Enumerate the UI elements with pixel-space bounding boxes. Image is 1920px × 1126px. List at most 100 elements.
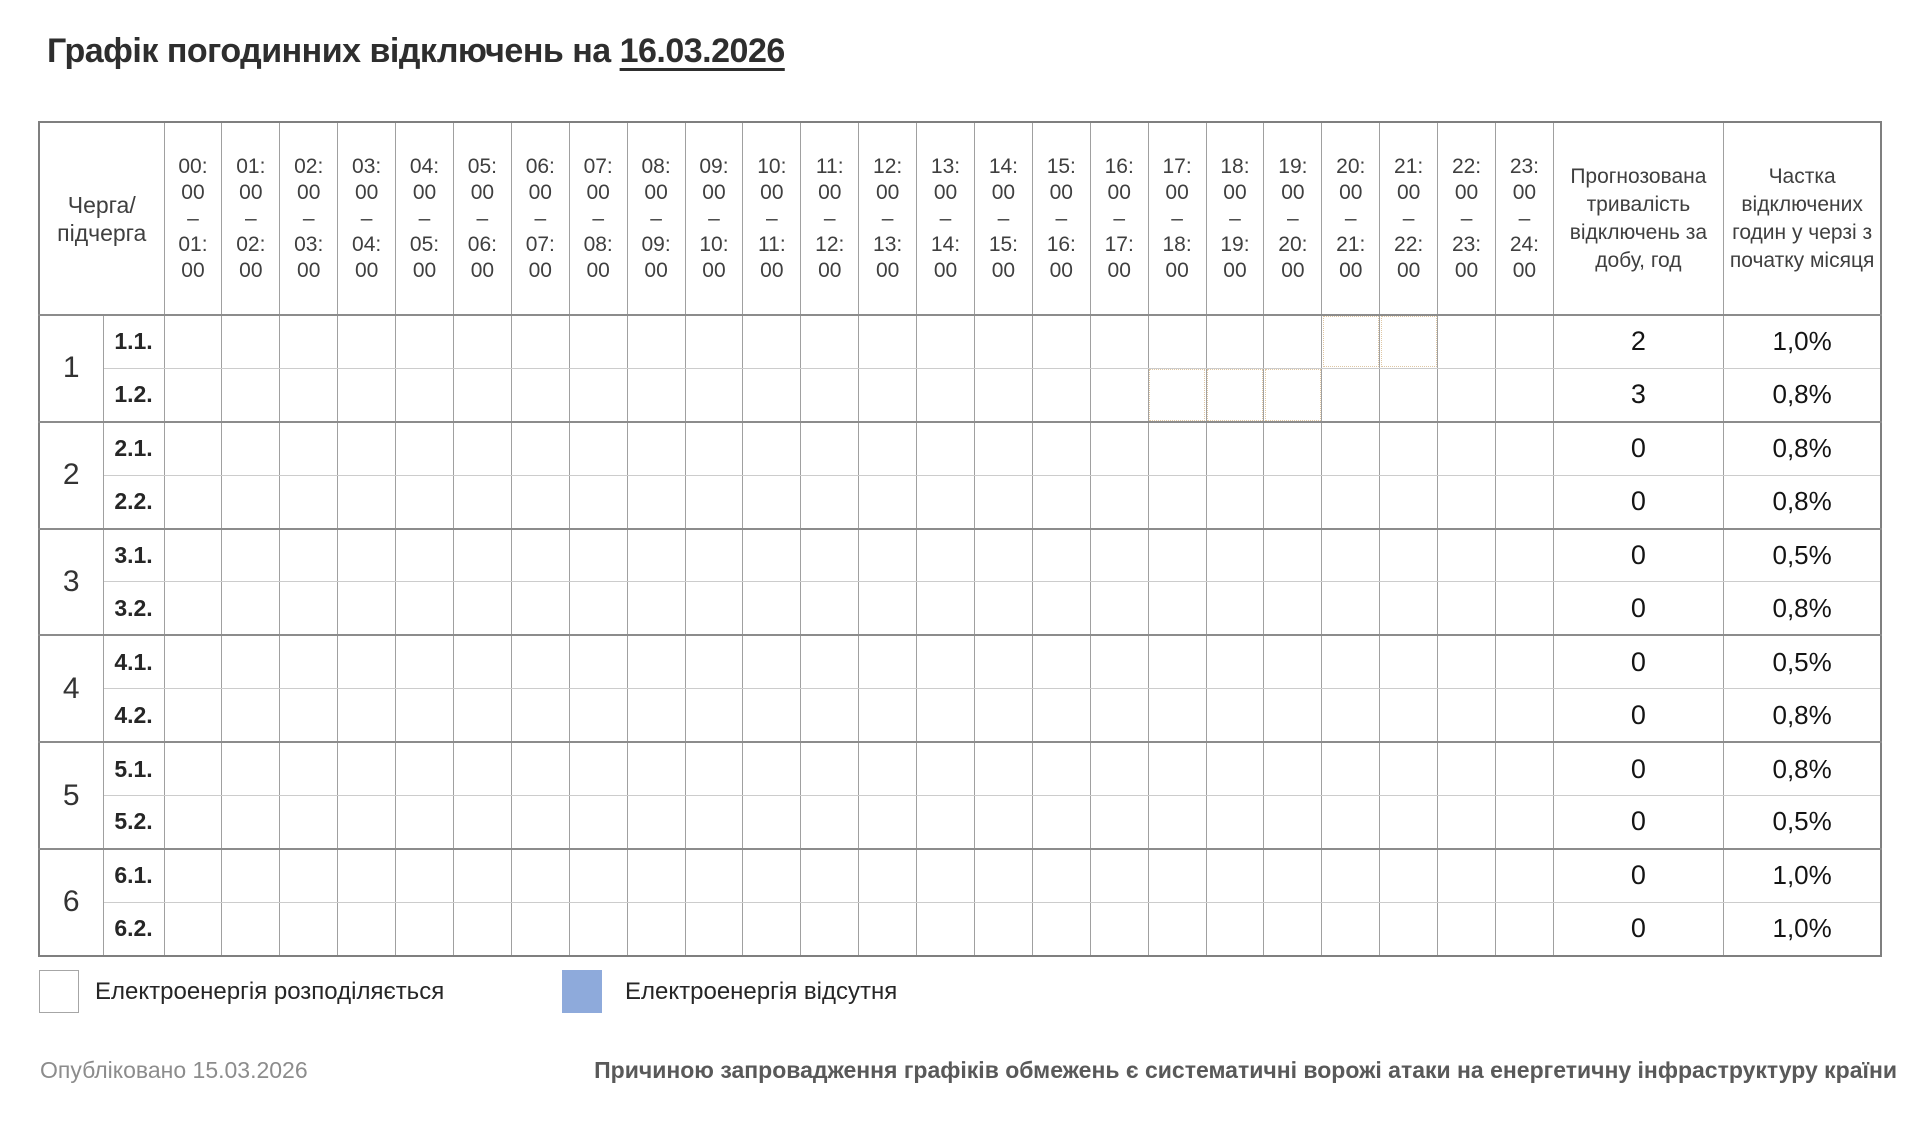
schedule-cell [858,688,918,743]
schedule-cell [568,581,628,636]
schedule-cell [800,634,860,690]
subqueue-label: 1.1. [102,313,165,369]
schedule-cell [452,474,512,530]
schedule-cell [1321,420,1381,476]
schedule-cell [1147,313,1207,369]
schedule-cell [1321,367,1381,423]
schedule-cell [510,367,570,423]
subqueue-label: 3.2. [102,581,165,636]
schedule-cell [1379,688,1439,743]
schedule-cell [1089,581,1149,636]
schedule-cell [452,847,512,903]
schedule-cell [742,901,802,957]
schedule-cell [221,527,281,583]
schedule-cell [221,847,281,903]
schedule-cell [395,527,454,583]
schedule-cell [684,688,744,743]
queue-number: 2 [38,420,104,530]
schedule-cell [626,527,686,583]
schedule-cell [1089,741,1149,797]
schedule-cell [395,795,454,850]
hour-column-header: 01: 00 – 02: 00 [221,121,281,316]
schedule-cell [800,420,860,476]
schedule-cell [1494,795,1554,850]
schedule-cell [395,634,454,690]
schedule-cell [510,474,570,530]
schedule-cell [1205,741,1265,797]
schedule-cell [279,313,339,369]
schedule-cell [1089,420,1149,476]
schedule-cell [1263,527,1323,583]
schedule-cell [684,474,744,530]
schedule-cell [684,581,744,636]
duration-value: 0 [1552,901,1724,957]
schedule-cell [163,847,223,903]
schedule-cell [1263,313,1323,369]
schedule-cell [1494,901,1554,957]
schedule-cell [742,741,802,797]
schedule-cell [1263,688,1323,743]
schedule-cell [510,420,570,476]
schedule-cell [1031,847,1091,903]
schedule-cell [742,420,802,476]
schedule-cell [1321,581,1381,636]
schedule-cell [568,367,628,423]
schedule-cell [1437,367,1496,423]
schedule-cell [626,313,686,369]
schedule-cell [1031,901,1091,957]
schedule-cell [1089,847,1149,903]
schedule-cell [337,741,397,797]
schedule-cell [510,741,570,797]
outage-schedule-table: Черга/ підчерга 00: 00 – 01: 00 01: 00 – 0… [38,121,1883,957]
schedule-cell [221,741,281,797]
outage-cell [1205,367,1265,423]
schedule-cell [858,367,918,423]
outage-cell [1263,367,1323,423]
schedule-cell [1205,901,1265,957]
schedule-cell [800,688,860,743]
schedule-cell [279,367,339,423]
schedule-cell [1379,901,1439,957]
hour-column-header: 17: 00 – 18: 00 [1147,121,1207,316]
hour-column-header: 16: 00 – 17: 00 [1089,121,1149,316]
schedule-cell [568,634,628,690]
outage-cell [1379,313,1439,369]
schedule-cell [1379,741,1439,797]
share-value: 1,0% [1722,313,1882,369]
duration-value: 2 [1552,313,1724,369]
schedule-cell [1147,688,1207,743]
schedule-cell [568,527,628,583]
schedule-cell [916,741,975,797]
schedule-cell [568,688,628,743]
share-value: 0,5% [1722,634,1882,690]
schedule-cell [568,901,628,957]
schedule-cell [1321,474,1381,530]
schedule-cell [1205,847,1265,903]
schedule-cell [221,795,281,850]
schedule-cell [568,474,628,530]
schedule-cell [1321,688,1381,743]
schedule-cell [1031,634,1091,690]
schedule-cell [1031,688,1091,743]
schedule-cell [1494,741,1554,797]
schedule-cell [279,634,339,690]
schedule-cell [1147,634,1207,690]
schedule-cell [684,847,744,903]
schedule-cell [163,795,223,850]
page-title-date: 16.03.2026 [619,32,786,70]
schedule-cell [916,795,975,850]
schedule-cell [452,527,512,583]
share-value: 0,8% [1722,581,1882,636]
schedule-cell [279,474,339,530]
schedule-cell [395,474,454,530]
schedule-cell [337,474,397,530]
share-value: 0,8% [1722,367,1882,423]
schedule-cell [163,741,223,797]
published-date: Опубліковано 15.03.2026 [40,1057,308,1083]
hour-column-header: 05: 00 – 06: 00 [452,121,512,316]
schedule-cell [858,741,918,797]
schedule-cell [858,847,918,903]
schedule-cell [1147,795,1207,850]
schedule-cell [1494,367,1554,423]
schedule-cell [742,313,802,369]
